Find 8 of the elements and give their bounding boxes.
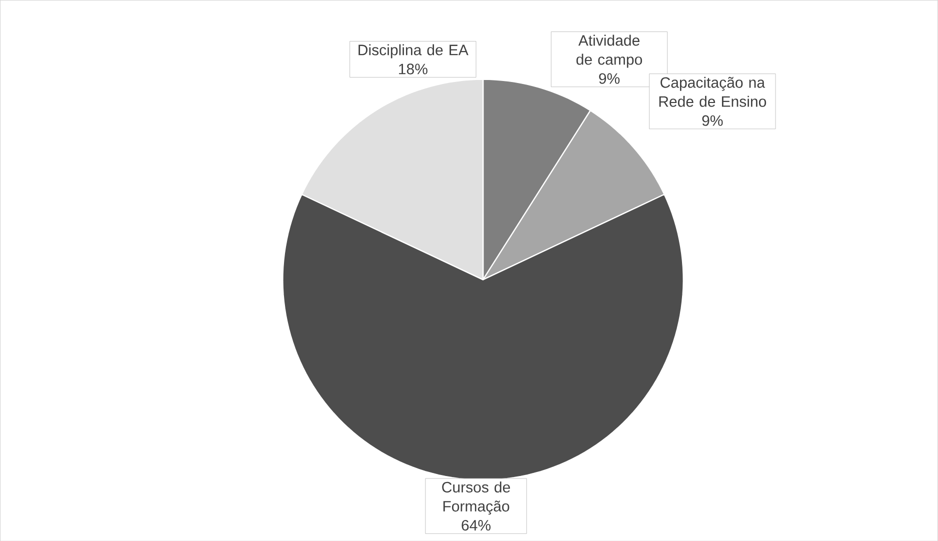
data-label: 9%	[702, 115, 723, 126]
slice-label: Capacitação na Rede de Ensino	[659, 76, 766, 107]
data-label: 9%	[599, 73, 620, 84]
slice-label: Disciplina de EA	[358, 44, 468, 58]
data-label: 18%	[399, 64, 428, 74]
slice-label: Cursos de Formação	[442, 481, 510, 514]
data-label: 64%	[462, 520, 491, 530]
slice-label: Atividade de campo	[576, 34, 642, 68]
